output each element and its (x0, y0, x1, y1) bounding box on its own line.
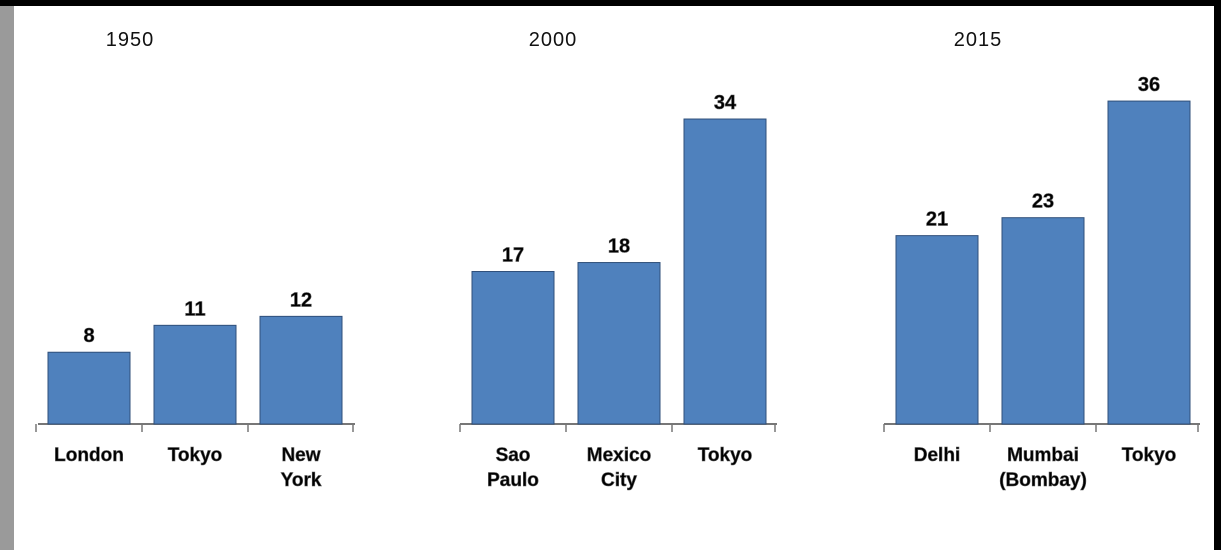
category-label-1950-new-york: New York (281, 445, 322, 491)
bar-2015-tokyo (1107, 100, 1191, 425)
bar-2000-sao-paulo (471, 271, 555, 425)
category-label-1950-tokyo: Tokyo (168, 445, 223, 466)
bar-1950-new-york (259, 315, 343, 425)
data-label-2000-tokyo: 34 (714, 92, 737, 114)
bar-2015-delhi (895, 235, 979, 425)
data-label-2015-mumbai-bombay: 23 (1032, 191, 1054, 213)
category-label-2000-sao-paulo: Sao Paulo (487, 445, 539, 491)
data-label-1950-new-york: 12 (290, 289, 312, 311)
data-label-2015-tokyo: 36 (1138, 74, 1160, 96)
data-label-2000-mexico-city: 18 (608, 236, 630, 258)
bar-2000-tokyo (683, 118, 767, 425)
category-label-2000-tokyo: Tokyo (698, 445, 753, 466)
data-label-1950-london: 8 (83, 325, 94, 347)
data-label-2000-sao-paulo: 17 (502, 245, 524, 267)
category-label-2015-mumbai-bombay: Mumbai (Bombay) (999, 445, 1087, 491)
bar-1950-tokyo (153, 324, 237, 425)
bar-1950-london (47, 351, 131, 425)
group-label-2000: 2000 (529, 29, 578, 51)
data-label-2015-delhi: 21 (926, 209, 948, 231)
category-label-1950-london: London (54, 445, 124, 466)
category-label-2015-delhi: Delhi (914, 445, 960, 466)
data-label-1950-tokyo: 11 (184, 298, 205, 320)
bar-2000-mexico-city (577, 262, 661, 425)
group-label-2015: 2015 (954, 29, 1003, 51)
category-label-2000-mexico-city: Mexico City (587, 445, 651, 491)
bar-2015-mumbai-bombay (1001, 217, 1085, 425)
category-label-2015-tokyo: Tokyo (1122, 445, 1177, 466)
group-label-1950: 1950 (106, 29, 155, 51)
